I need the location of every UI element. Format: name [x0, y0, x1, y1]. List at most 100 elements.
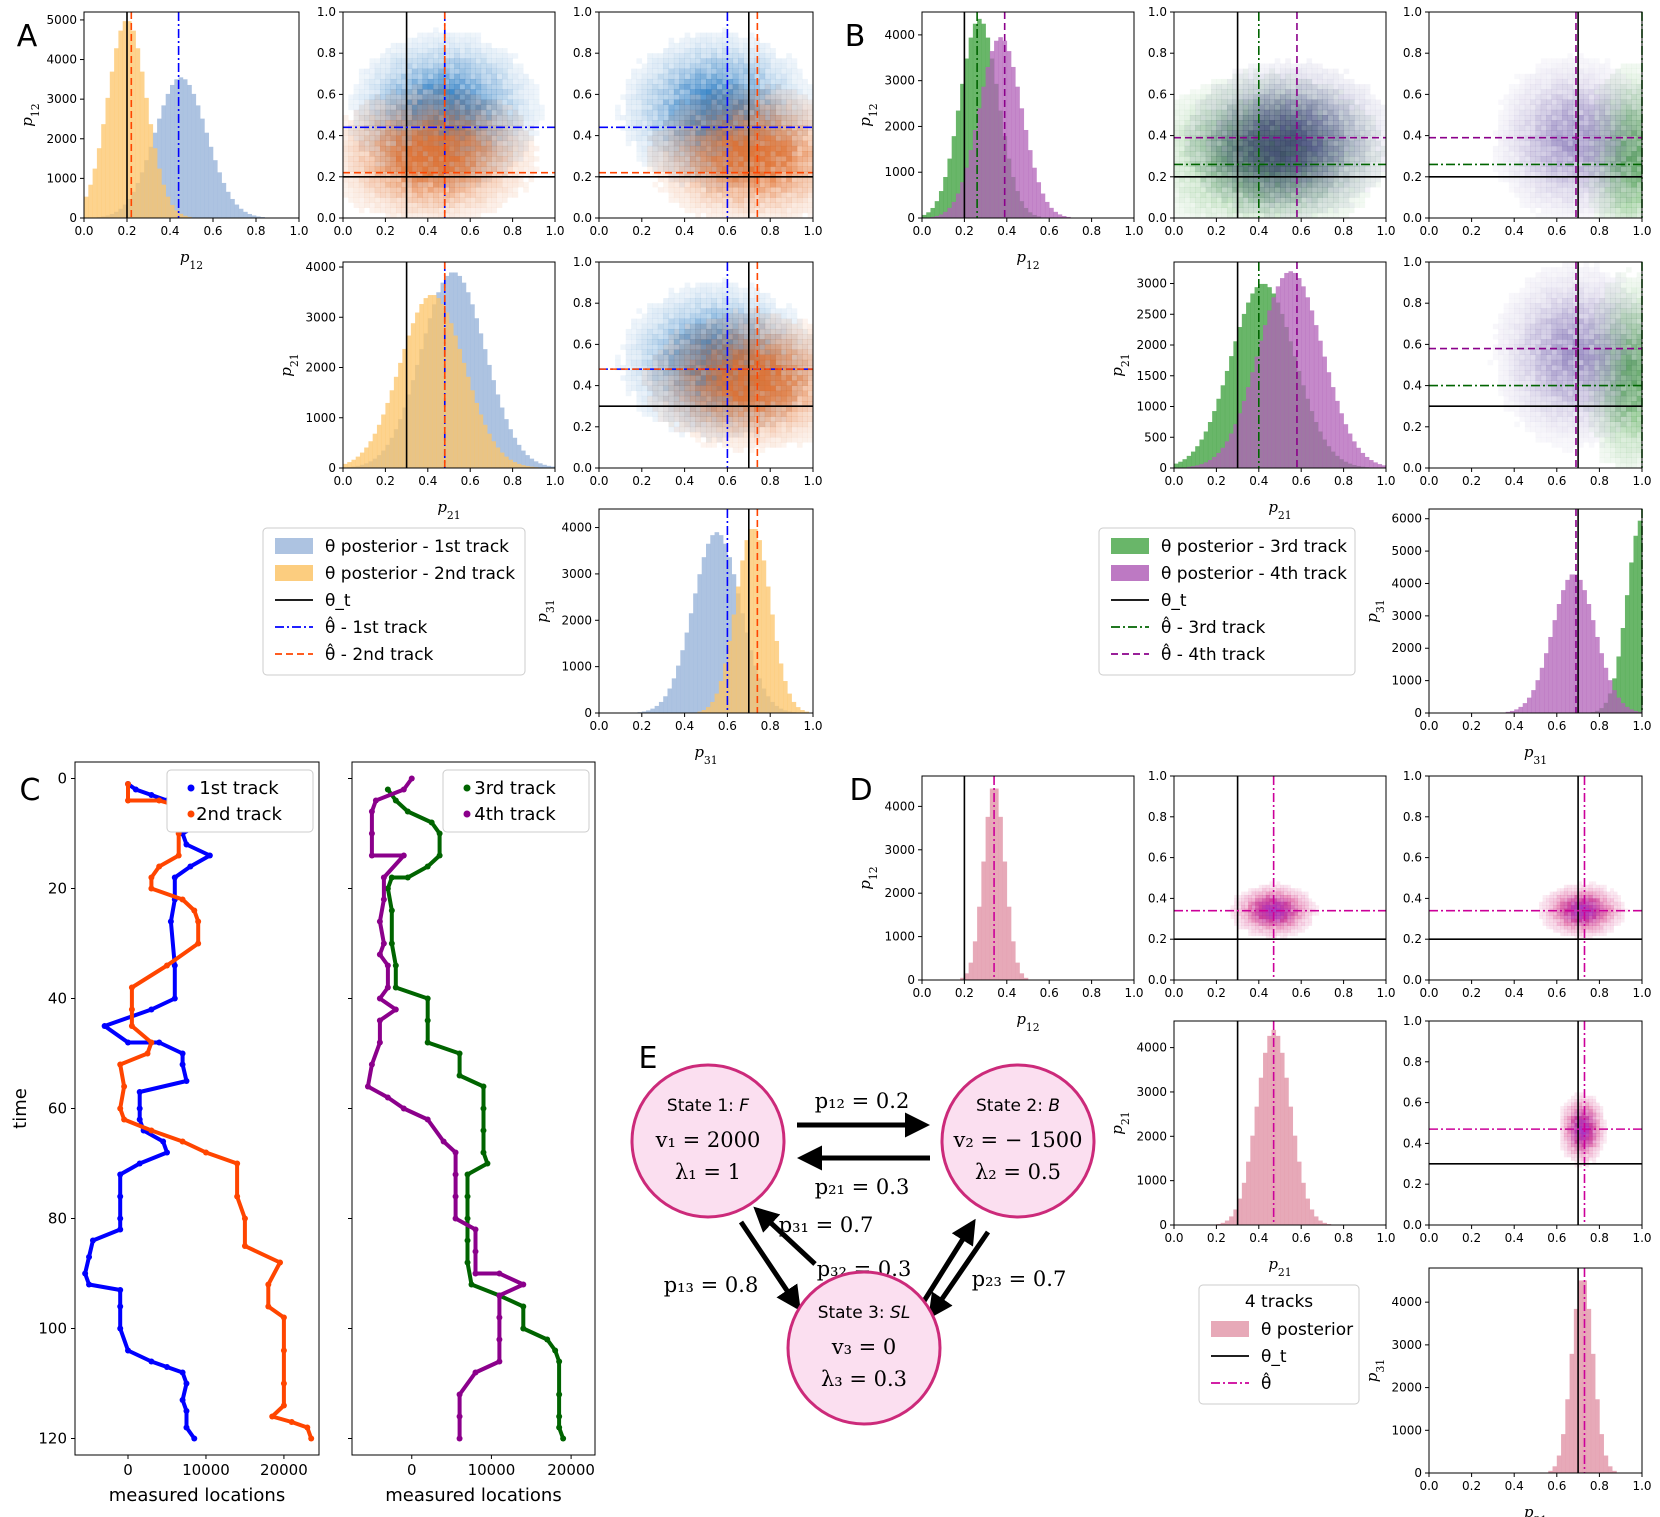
heat-cell: [438, 104, 444, 111]
heat-cell: [764, 84, 771, 90]
heat-cell: [748, 99, 755, 105]
heat-cell: [780, 328, 787, 335]
heat-cell: [464, 202, 471, 208]
heat-cell: [401, 99, 407, 105]
heat-cell: [668, 328, 675, 335]
heat-cell: [417, 156, 423, 162]
heat-cell: [732, 380, 739, 386]
heat-cell: [764, 99, 771, 105]
heat-cell: [411, 104, 418, 111]
heat-cell: [727, 48, 734, 54]
heat-cell: [791, 58, 798, 64]
heat-cell: [679, 349, 685, 355]
heat-cell: [491, 125, 497, 131]
heat-cell: [700, 344, 707, 350]
heat-cell: [668, 63, 675, 69]
hist-bar: [706, 543, 711, 713]
heat-cell: [652, 73, 659, 80]
heat-cell: [732, 344, 739, 350]
heat-cell: [663, 401, 669, 407]
heat-cell: [475, 48, 482, 54]
heat-cell: [796, 84, 803, 90]
heat-cell: [464, 94, 471, 100]
heat-cell: [706, 202, 712, 208]
heat-cell: [443, 53, 450, 59]
heat-cell: [695, 145, 701, 152]
heat-cell: [470, 53, 476, 59]
hist-bar: [512, 437, 518, 468]
heat-cell: [706, 94, 712, 100]
heat-cell: [449, 176, 455, 183]
heat-cell: [390, 197, 397, 203]
heat-cell: [796, 115, 803, 121]
heat-cell: [770, 308, 776, 314]
hist-bar: [182, 79, 188, 218]
heat-cell: [684, 406, 691, 412]
heat-cell: [743, 426, 750, 433]
heat-cell: [443, 99, 450, 105]
heat-cell: [722, 323, 728, 330]
heat-cell: [722, 140, 728, 147]
heat-cell: [353, 187, 360, 193]
heat-cell: [679, 48, 685, 54]
heat-cell: [716, 104, 723, 111]
heat-cell: [652, 390, 659, 397]
heat-cell: [780, 344, 787, 350]
heat-cell: [657, 308, 664, 314]
heat-cell: [684, 349, 691, 355]
heat-cell: [743, 37, 750, 44]
heat-cell: [401, 192, 407, 198]
heat-cell: [486, 99, 492, 105]
heat-cell: [517, 130, 524, 136]
heat-cell: [780, 120, 787, 126]
heat-cell: [764, 58, 771, 64]
heat-cell: [732, 416, 739, 422]
heat-cell: [433, 94, 439, 100]
heat-cell: [684, 104, 691, 111]
heat-cell: [427, 187, 434, 193]
heat-cell: [657, 375, 664, 381]
heat-cell: [502, 151, 508, 157]
heat-cell: [679, 385, 685, 392]
heat-cell: [364, 166, 370, 172]
heat-cell: [517, 156, 524, 162]
heat-cell: [764, 84, 771, 90]
heat-cell: [689, 334, 696, 340]
heat-cell: [732, 63, 739, 69]
heat-cell: [684, 287, 691, 294]
heat-cell: [427, 89, 434, 95]
heat-cell: [711, 37, 717, 44]
heat-cell: [496, 84, 503, 90]
heat-cell: [528, 166, 535, 172]
heat-cell: [668, 385, 675, 392]
heat-cell: [668, 84, 675, 90]
heat-cell: [496, 109, 503, 116]
heat-cell: [652, 380, 659, 386]
hist-bar: [478, 414, 484, 468]
heat-cell: [679, 380, 685, 386]
hist-bar: [697, 711, 703, 713]
heat-cell: [401, 109, 407, 116]
heat-cell: [706, 334, 712, 340]
heat-cell: [396, 187, 402, 193]
heat-cell: [523, 181, 529, 188]
heat-cell: [433, 27, 439, 33]
heat-cell: [706, 130, 712, 136]
heat-cell: [679, 109, 685, 116]
heat-cell: [641, 151, 648, 157]
heat-cell: [422, 145, 429, 152]
heat-cell: [738, 156, 744, 162]
heat-cell: [385, 48, 391, 54]
heat-cell: [759, 109, 766, 116]
heat-cell: [364, 78, 370, 85]
heat-cell: [770, 89, 776, 95]
heat-cell: [727, 375, 734, 381]
heat-cell: [636, 115, 643, 121]
heat-cell: [764, 292, 771, 299]
heat-cell: [706, 390, 712, 397]
heat-cell: [358, 104, 365, 111]
heat-cell: [396, 207, 402, 214]
heat-cell: [364, 156, 370, 162]
heat-cell: [748, 53, 755, 59]
heat-cell: [716, 94, 723, 100]
